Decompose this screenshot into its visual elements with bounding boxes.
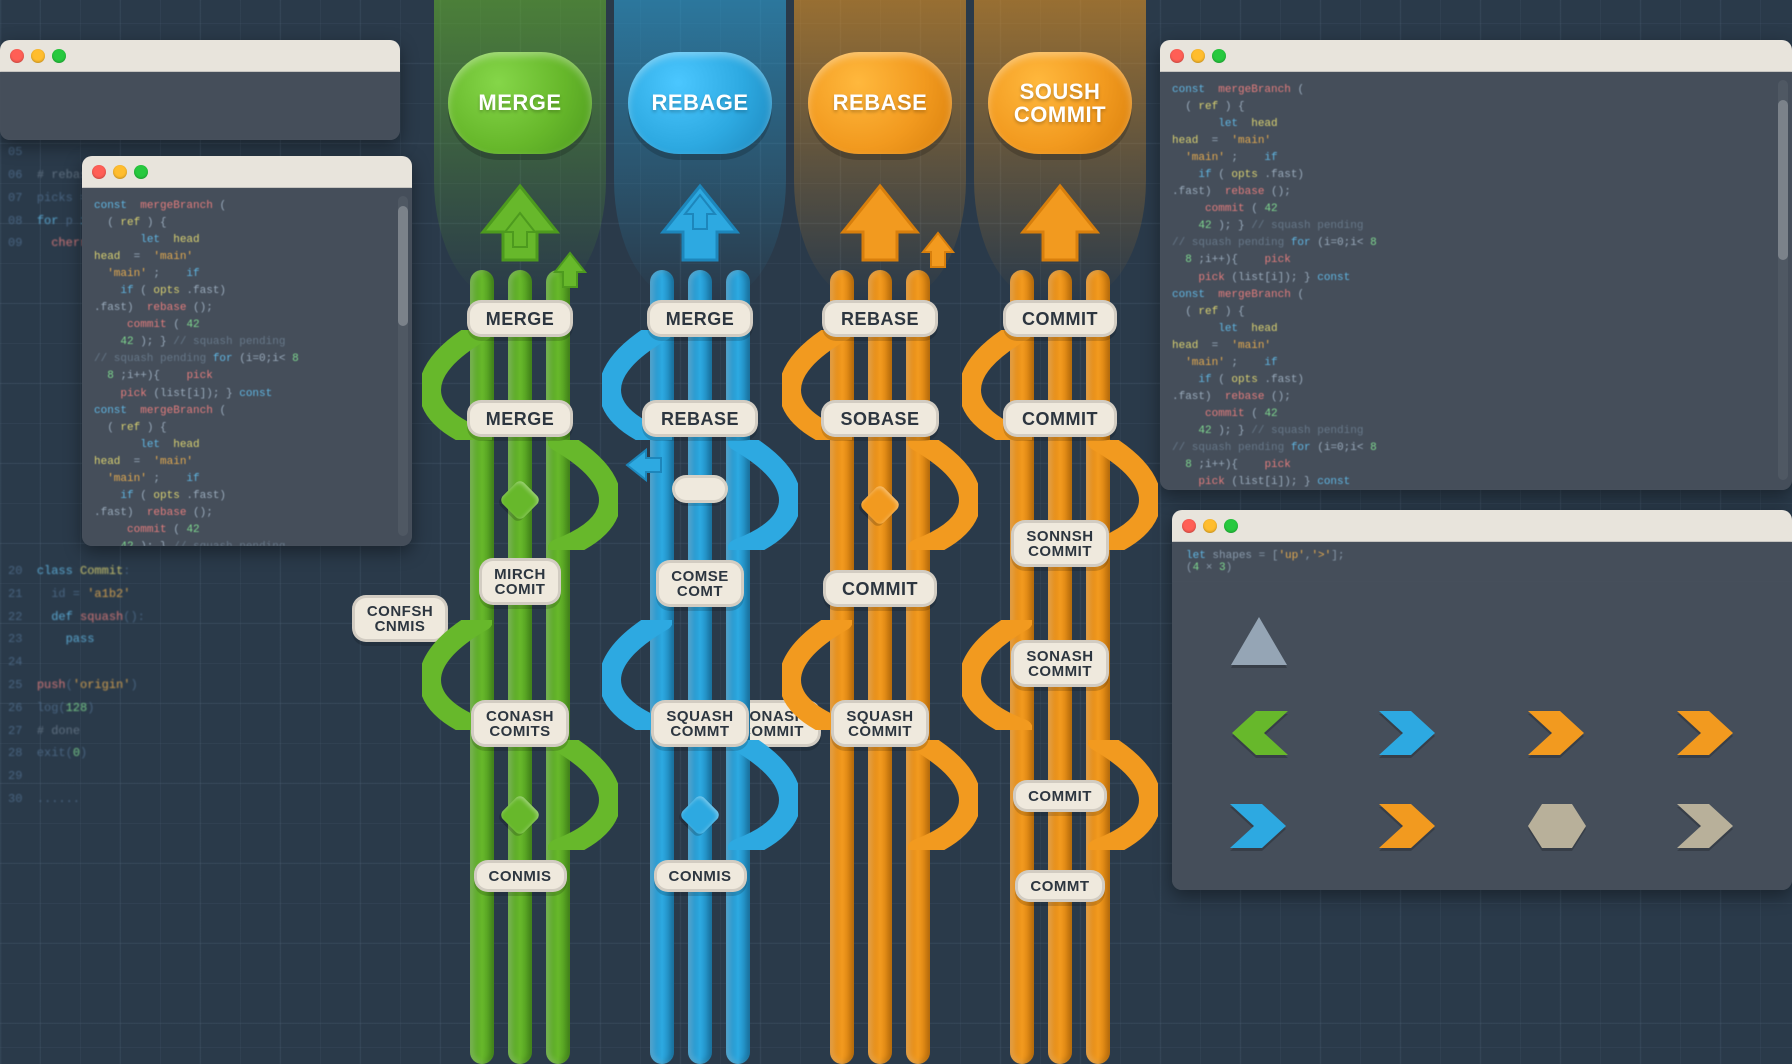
close-icon[interactable] [1182,519,1196,533]
commit-node-label: SQUASH COMMT [651,700,748,747]
blank-icon [1674,613,1738,674]
minimize-icon[interactable] [1191,49,1205,63]
background-code-left-lower: 20 class Commit: 21 id = 'a1b2' 22 def s… [8,560,145,811]
code-body [0,72,400,140]
scrollbar[interactable] [398,196,408,536]
flow-column-squash: SOUSH COMMIT COMMIT COMMIT SONNSH COMMIT SO… [970,0,1150,1024]
column-bubble: MERGE [448,52,592,154]
arrow-up-icon [1015,182,1105,262]
minimize-icon[interactable] [113,165,127,179]
branch-curve [548,440,618,550]
code-body: const mergeBranch ( ( ref ) { let head h… [1160,72,1792,490]
close-icon[interactable] [1170,49,1184,63]
commit-node-label: COMMIT [1003,300,1117,337]
mini-arrow-up-icon [680,192,720,237]
commit-node-label: CONMIS [474,860,567,892]
code-body: const mergeBranch ( ( ref ) { let head h… [82,188,412,546]
commit-node-label: SONNSH COMMIT [1011,520,1108,567]
flow-column-merge: MERGE MERGE MERGE MIRCH COMIT CONASH COMITS… [430,0,610,1024]
commit-node-label: COMMIT [1013,780,1107,812]
chevron-right-icon [1373,705,1443,766]
commit-node-label: MERGE [647,300,754,337]
mini-arrow-left-icon [624,445,664,490]
commit-node-label: COMSE COMT [656,560,744,607]
legend-grid [1172,582,1792,890]
chevron-right-icon [1671,705,1741,766]
chevron-left-icon [1224,705,1294,766]
commit-node-label: MIRCH COMIT [479,558,561,605]
branch-curve [908,740,978,850]
commit-node-label: SQUASH COMMIT [831,700,928,747]
chevron-right-icon [1671,798,1741,859]
zoom-icon[interactable] [134,165,148,179]
minimize-icon[interactable] [31,49,45,63]
zoom-icon[interactable] [1212,49,1226,63]
chevron-right-icon [1522,705,1592,766]
close-icon[interactable] [10,49,24,63]
column-bubble: REBASE [808,52,952,154]
commit-node-label: SONASH COMMIT [1011,640,1108,687]
column-bubble: REBAGE [628,52,772,154]
close-icon[interactable] [92,165,106,179]
commit-node-label: MERGE [467,400,574,437]
branch-curve [548,740,618,850]
commit-node-label: MERGE [467,300,574,337]
flow-column-rebase: REBASE REBASESOBASECOMMITSQUASH COMMITCO… [790,0,970,1024]
branch-curve [728,440,798,550]
blank-node [672,475,728,503]
code-window-front-left: const mergeBranch ( ( ref ) { let head h… [82,156,412,546]
legend-code-strip: let shapes = ['up','>']; (4 × 3) [1172,542,1792,582]
commit-node-label: CONMIS [654,860,747,892]
scrollbar-thumb[interactable] [1778,100,1788,260]
legend-window: let shapes = ['up','>']; (4 × 3) [1172,510,1792,890]
column-bubble: SOUSH COMMIT [988,52,1132,154]
flow-column-rebage: REBAGE MERGE REBASE COMSE COMT SQUASH COMMT… [610,0,790,1024]
hexagon-icon [1524,798,1590,859]
arrow-up-icon [835,182,925,262]
commit-node-label: COMMIT [1003,400,1117,437]
minimize-icon[interactable] [1203,519,1217,533]
code-window-right: const mergeBranch ( ( ref ) { let head h… [1160,40,1792,490]
window-titlebar [1160,40,1792,72]
zoom-icon[interactable] [52,49,66,63]
commit-node-label: SOBASE [821,400,938,437]
blank-icon [1525,613,1589,674]
commit-node-label: COMMT [1015,870,1104,902]
mini-arrow-up-icon [500,210,540,255]
mini-arrow-up-icon [550,250,590,295]
commit-node-label: REBASE [642,400,758,437]
scrollbar[interactable] [1778,80,1788,480]
scrollbar-thumb[interactable] [398,206,408,326]
commit-node-label: CONASH COMITS [471,700,569,747]
zoom-icon[interactable] [1224,519,1238,533]
window-titlebar [1172,510,1792,542]
git-flow-diagram: MERGE MERGE MERGE MIRCH COMIT CONASH COMITS… [430,0,1150,1024]
code-window-back-left [0,40,400,140]
commit-node-label: COMMIT [823,570,937,607]
window-titlebar [82,156,412,188]
branch-curve [728,740,798,850]
commit-node-label: REBASE [822,300,938,337]
mini-arrow-up-icon [918,230,958,275]
chevron-right-icon [1373,798,1443,859]
window-titlebar [0,40,400,72]
blank-icon [1376,613,1440,674]
triangle-up-icon [1227,613,1291,674]
branch-curve [908,440,978,550]
chevron-right-icon [1224,798,1294,859]
